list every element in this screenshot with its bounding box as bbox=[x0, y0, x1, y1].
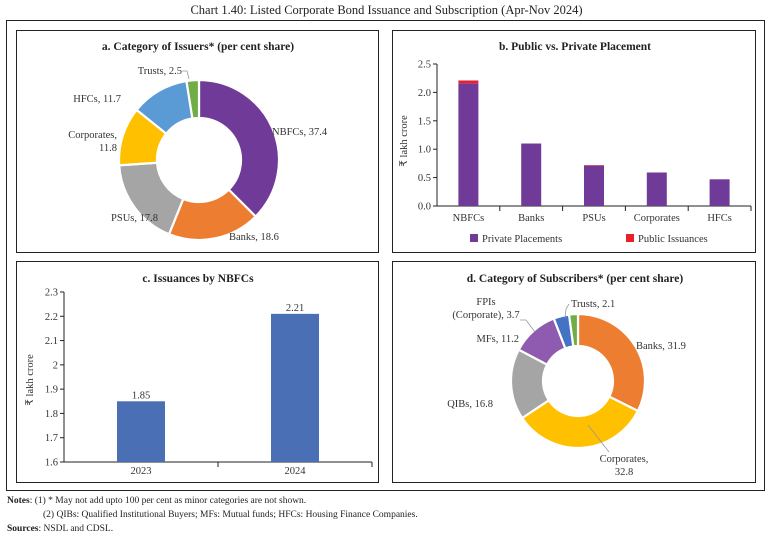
x-tick-label: NBFCs bbox=[453, 213, 485, 224]
y-axis-label: ₹ lakh crore bbox=[398, 115, 410, 167]
sources-text: : NSDL and CDSL. bbox=[38, 524, 114, 534]
x-tick-label: Banks bbox=[518, 213, 544, 224]
data-label-corporates-line2: 11.8 bbox=[99, 143, 117, 154]
y-tick-label: 2.3 bbox=[45, 288, 58, 299]
data-label-fpis-corporate: FPIs bbox=[476, 297, 495, 308]
bar-private-placements-banks bbox=[521, 143, 542, 206]
slice-corporates bbox=[520, 395, 640, 450]
data-label-2023: 1.85 bbox=[132, 390, 150, 401]
y-tick-label: 1.6 bbox=[45, 458, 58, 469]
leader-line-trusts bbox=[182, 70, 190, 80]
panel-placement: b. Public vs. Private Placement ₹ lakh c… bbox=[392, 30, 756, 253]
slice-nbfcs bbox=[197, 78, 281, 219]
issuers-donut-chart: a. Category of Issuers* (per cent share)… bbox=[68, 41, 328, 243]
chart-title: a. Category of Issuers* (per cent share) bbox=[102, 41, 294, 53]
y-tick-label: 1.5 bbox=[418, 116, 431, 127]
x-tick-label: Corporates bbox=[634, 213, 680, 224]
slice-trusts bbox=[185, 78, 201, 120]
data-label-corporates: Corporates, bbox=[600, 454, 649, 465]
leader-line-fpis-corporate bbox=[520, 319, 536, 333]
data-label-nbfcs: NBFCs, 37.4 bbox=[272, 127, 328, 138]
x-tick-label: HFCs bbox=[707, 213, 732, 224]
bar-private-placements-corporates bbox=[646, 172, 667, 206]
panel-subscribers: d. Category of Subscribers* (per cent sh… bbox=[392, 261, 756, 483]
slice-trusts bbox=[567, 312, 580, 348]
panel-nbfc-issuances: c. Issuances by NBFCs ₹ lakh crore 1.6 1.… bbox=[16, 261, 379, 483]
subscribers-donut-chart: d. Category of Subscribers* (per cent sh… bbox=[447, 273, 686, 478]
note-1: : (1) * May not add upto 100 per cent as… bbox=[29, 496, 307, 506]
slice-banks bbox=[576, 312, 647, 413]
data-label-psus: PSUs, 17.8 bbox=[111, 213, 158, 224]
data-label-banks: Banks, 18.6 bbox=[229, 232, 279, 243]
panel-issuers: a. Category of Issuers* (per cent share)… bbox=[16, 30, 379, 253]
x-tick-label: PSUs bbox=[582, 213, 605, 224]
bar-2023 bbox=[117, 401, 165, 462]
data-label-banks: Banks, 31.9 bbox=[636, 341, 686, 352]
y-tick-label: 2.2 bbox=[45, 312, 58, 323]
notes-label: Notes bbox=[7, 496, 30, 506]
leader-line-corporates bbox=[587, 424, 610, 453]
data-label-trusts: Trusts, 2.1 bbox=[571, 299, 615, 310]
y-tick-label: 2.5 bbox=[418, 60, 431, 71]
data-label-corporates: Corporates, bbox=[68, 130, 117, 141]
legend-label-private-placements: Private Placements bbox=[482, 234, 562, 245]
y-tick-label: 0.5 bbox=[418, 173, 431, 184]
data-label-hfcs: HFCs, 11.7 bbox=[73, 94, 121, 105]
bar-2024 bbox=[271, 313, 319, 462]
data-label-fpis-corporate-line2: (Corporate), 3.7 bbox=[452, 310, 519, 321]
x-tick-label: 2024 bbox=[285, 466, 307, 477]
placement-bar-chart: b. Public vs. Private Placement ₹ lakh c… bbox=[398, 41, 752, 245]
legend-swatch-private-placements bbox=[470, 234, 478, 242]
chart-title: c. Issuances by NBFCs bbox=[142, 273, 254, 285]
legend-label-public-issuances: Public Issuances bbox=[638, 234, 708, 245]
chart-title: b. Public vs. Private Placement bbox=[499, 41, 651, 53]
data-label-corporates-line2: 32.8 bbox=[615, 467, 633, 478]
y-tick-label: 1.0 bbox=[418, 145, 431, 156]
data-label-mfs: MFs, 11.2 bbox=[477, 334, 520, 345]
outer-frame bbox=[6, 20, 765, 491]
y-tick-label: 1.9 bbox=[45, 385, 58, 396]
sources-label: Sources bbox=[7, 524, 39, 534]
bar-private-placements-psus bbox=[584, 165, 604, 206]
y-tick-label: 1.7 bbox=[45, 433, 58, 444]
chart-title: d. Category of Subscribers* (per cent sh… bbox=[467, 273, 684, 285]
y-axis-label: ₹ lakh crore bbox=[24, 354, 36, 406]
leader-line-trusts bbox=[564, 303, 570, 319]
x-tick-label: 2023 bbox=[131, 466, 152, 477]
y-tick-label: 1.8 bbox=[45, 409, 58, 420]
data-label-2024: 2.21 bbox=[286, 303, 304, 314]
notes-section: Notes: (1) * May not add upto 100 per ce… bbox=[7, 494, 418, 536]
bar-public-issuances-psus bbox=[584, 165, 604, 166]
data-label-trusts: Trusts, 2.5 bbox=[138, 66, 182, 77]
figure-title: Chart 1.40: Listed Corporate Bond Issuan… bbox=[190, 3, 583, 17]
bar-private-placements-nbfcs bbox=[458, 83, 479, 206]
data-label-qibs: QIBs, 16.8 bbox=[447, 399, 493, 410]
y-tick-label: 2 bbox=[53, 360, 58, 371]
y-tick-label: 2.0 bbox=[418, 88, 431, 99]
note-2: (2) QIBs: Qualified Institutional Buyers… bbox=[43, 510, 418, 520]
bar-public-issuances-nbfcs bbox=[458, 80, 479, 84]
nbfc-bar-chart: c. Issuances by NBFCs ₹ lakh crore 1.6 1.… bbox=[24, 273, 373, 477]
bar-private-placements-hfcs bbox=[709, 179, 730, 206]
legend-swatch-public-issuances bbox=[626, 234, 634, 242]
y-tick-label: 2.1 bbox=[45, 336, 58, 347]
y-tick-label: 0.0 bbox=[418, 202, 431, 213]
